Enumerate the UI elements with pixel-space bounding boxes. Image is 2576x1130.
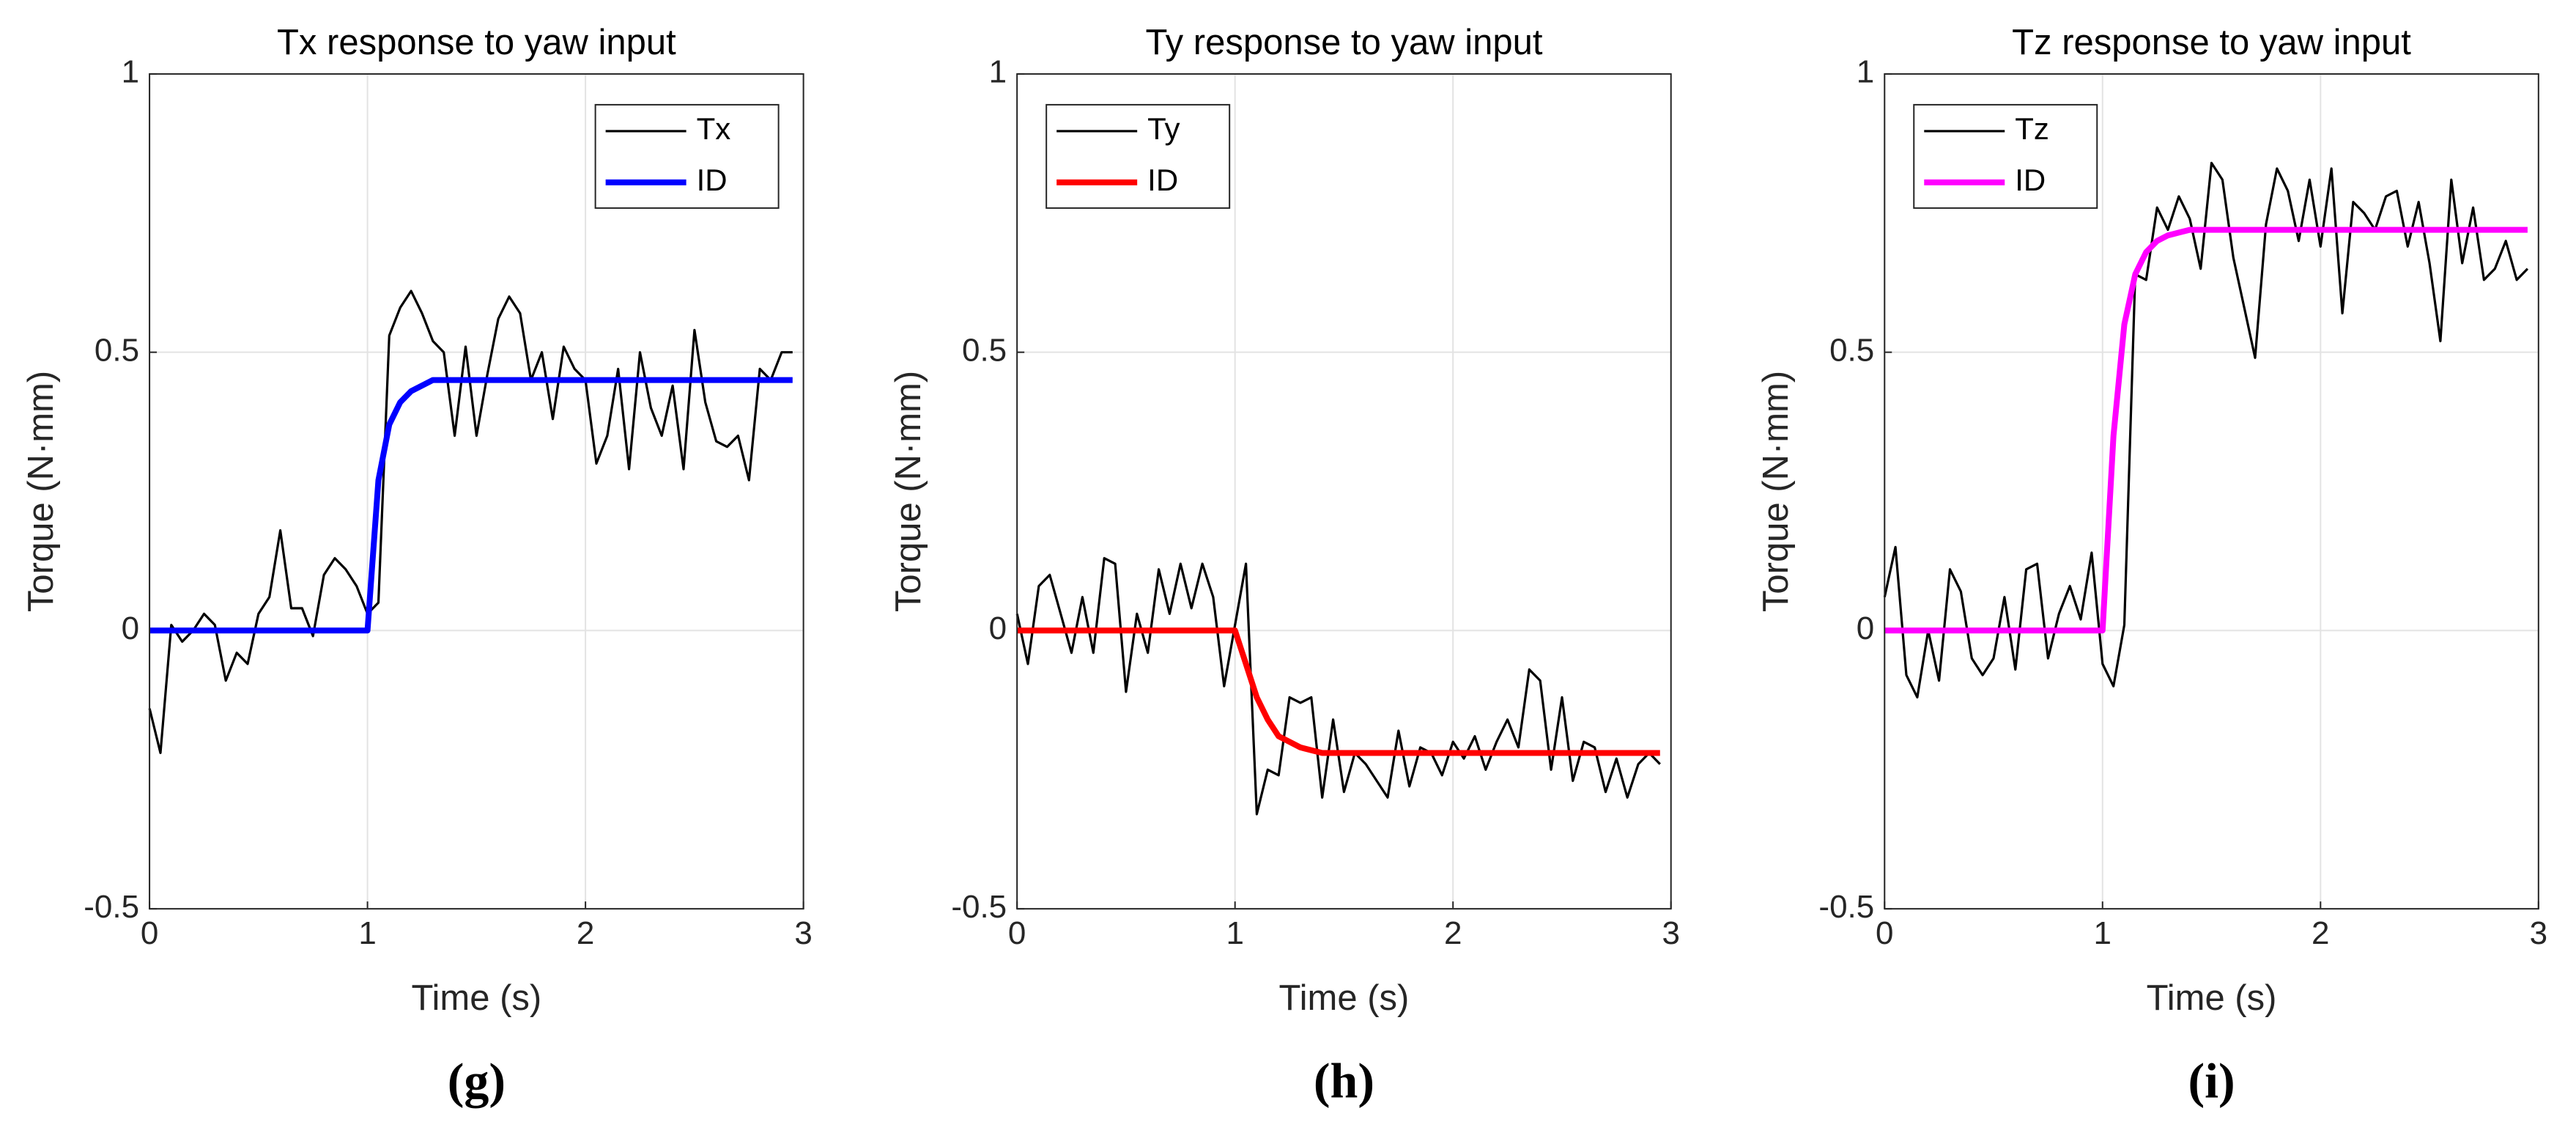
chart-title: Tx response to yaw input (277, 23, 676, 62)
axes-box (1884, 73, 2539, 910)
series-line (148, 289, 793, 755)
y-axis-label: Torque (N·mm) (1756, 371, 1796, 612)
series-line (1883, 161, 2529, 699)
x-tick-label: 3 (794, 915, 812, 951)
plot-area (1884, 73, 2539, 909)
series-line (1884, 226, 2528, 634)
legend: Tz ID (1913, 103, 2098, 209)
x-tick-label: 0 (1876, 915, 1893, 951)
legend-label: ID (697, 163, 728, 197)
y-tick-label: 0.5 (95, 332, 139, 368)
x-tick-label: 1 (2094, 915, 2111, 951)
y-tick-label: -0.5 (951, 889, 1007, 925)
x-tick-label: 1 (358, 915, 376, 951)
legend-label: Tx (697, 111, 731, 146)
legend-box (594, 103, 780, 209)
plot-area (149, 73, 804, 909)
x-tick-label: 1 (1226, 915, 1243, 951)
y-tick-label: -0.5 (84, 889, 139, 925)
legend-label: Ty (1147, 111, 1180, 146)
plot-area (1017, 73, 1671, 909)
legend-label: Tz (2015, 111, 2049, 146)
x-axis-label: Time (s) (1279, 978, 1410, 1018)
axes-box (1016, 73, 1672, 910)
y-tick-label: 1 (1857, 54, 1874, 90)
chart-title: Tz response to yaw input (2012, 23, 2411, 62)
legend-box (1045, 103, 1231, 209)
x-tick-label: 3 (2530, 915, 2547, 951)
y-tick-label: 0.5 (1829, 332, 1874, 368)
y-tick-label: -0.5 (1818, 889, 1874, 925)
x-tick-label: 0 (1008, 915, 1026, 951)
x-tick-label: 2 (2312, 915, 2329, 951)
y-axis-label: Torque (N·mm) (889, 371, 928, 612)
legend-label: ID (1147, 163, 1178, 197)
panel-label: (i) (2188, 1053, 2235, 1109)
legend-label: ID (2015, 163, 2046, 197)
legend: Ty ID (1045, 103, 1231, 209)
axes-box (149, 73, 804, 910)
panel-label: (g) (448, 1053, 506, 1109)
y-tick-label: 0.5 (962, 332, 1007, 368)
legend-box (1913, 103, 2098, 209)
x-tick-label: 0 (141, 915, 158, 951)
y-tick-label: 0 (989, 610, 1007, 646)
y-tick-label: 1 (989, 54, 1007, 90)
chart-title: Ty response to yaw input (1145, 23, 1542, 62)
x-tick-label: 3 (1662, 915, 1679, 951)
x-tick-label: 2 (577, 915, 594, 951)
x-axis-label: Time (s) (411, 978, 541, 1018)
series-line (149, 377, 793, 634)
y-axis-label: Torque (N·mm) (21, 371, 61, 612)
x-axis-label: Time (s) (2147, 978, 2277, 1018)
panel-label: (h) (1314, 1053, 1374, 1109)
legend: Tx ID (594, 103, 780, 209)
series-line (1017, 627, 1660, 756)
y-tick-label: 0 (1857, 610, 1874, 646)
y-tick-label: 1 (122, 54, 139, 90)
y-tick-label: 0 (122, 610, 139, 646)
x-tick-label: 2 (1444, 915, 1462, 951)
